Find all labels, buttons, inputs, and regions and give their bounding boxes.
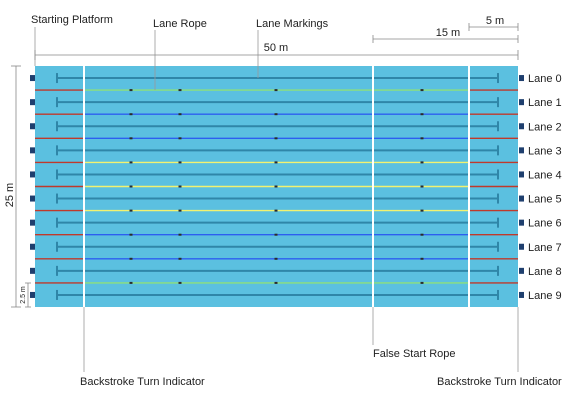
rope-float xyxy=(420,233,424,236)
lane-labels: Lane 0 Lane 1 Lane 2 Lane 3 Lane 4 Lane 5 Lane… xyxy=(528,73,562,302)
starting-platform-right xyxy=(519,195,524,202)
lane-rope-label: Lane Rope xyxy=(153,18,207,30)
starting-platform-right xyxy=(519,243,524,250)
lane-label: Lane 2 xyxy=(528,121,562,133)
lane-label: Lane 6 xyxy=(528,218,562,230)
lane-ropes xyxy=(35,89,518,284)
rope-float xyxy=(178,137,182,140)
rope-float xyxy=(274,233,278,236)
starting-platform-right xyxy=(519,123,524,130)
starting-platform-left xyxy=(30,219,35,226)
lane-label: Lane 5 xyxy=(528,194,562,206)
dimension-25m-label: 25 m xyxy=(4,183,16,207)
starting-platform-left xyxy=(30,267,35,274)
starting-platform-right xyxy=(519,267,524,274)
rope-float xyxy=(129,209,133,212)
starting-platform-right xyxy=(519,171,524,178)
dimension-2-5m-label: 2.5 m xyxy=(20,286,27,304)
starting-platform-right xyxy=(519,99,524,106)
rope-float xyxy=(420,137,424,140)
rope-float xyxy=(274,137,278,140)
lane-markings-group xyxy=(56,73,499,300)
rope-float xyxy=(274,281,278,284)
rope-float xyxy=(129,185,133,188)
starting-platform-label: Starting Platform xyxy=(31,14,113,26)
rope-float xyxy=(420,161,424,164)
rope-float xyxy=(274,185,278,188)
lane-markings-label: Lane Markings xyxy=(256,18,329,30)
backstroke-left-label: Backstroke Turn Indicator xyxy=(80,376,205,388)
rope-float xyxy=(274,257,278,260)
rope-float xyxy=(274,113,278,116)
starting-platform-right xyxy=(519,291,524,298)
rope-float xyxy=(129,233,133,236)
rope-float xyxy=(129,113,133,116)
starting-platform-left xyxy=(30,75,35,82)
starting-platform-left xyxy=(30,147,35,154)
starting-platform-right xyxy=(519,147,524,154)
starting-platform-left xyxy=(30,243,35,250)
rope-float xyxy=(178,209,182,212)
dimension-50m-label: 50 m xyxy=(264,42,288,54)
rope-float xyxy=(129,257,133,260)
rope-float xyxy=(178,89,182,92)
lane-label: Lane 9 xyxy=(528,290,562,302)
rope-float xyxy=(129,89,133,92)
rope-float xyxy=(129,137,133,140)
dimension-50m xyxy=(34,50,519,60)
false-start-rope-label: False Start Rope xyxy=(373,348,456,360)
rope-float xyxy=(178,161,182,164)
lane-label: Lane 4 xyxy=(528,169,562,181)
starting-platform-left xyxy=(30,171,35,178)
lane-label: Lane 8 xyxy=(528,266,562,278)
dimension-2-5m xyxy=(25,282,31,308)
lane-label: Lane 0 xyxy=(528,73,562,85)
starting-platform-left xyxy=(30,195,35,202)
rope-float xyxy=(178,257,182,260)
starting-platform-right xyxy=(519,75,524,82)
starting-platform-right xyxy=(519,219,524,226)
rope-float xyxy=(178,233,182,236)
rope-float xyxy=(420,89,424,92)
rope-float xyxy=(274,209,278,212)
starting-platform-left xyxy=(30,99,35,106)
dimension-5m xyxy=(468,23,519,31)
dimension-5m-label: 5 m xyxy=(486,15,504,27)
rope-float xyxy=(420,281,424,284)
lane-label: Lane 3 xyxy=(528,145,562,157)
rope-float xyxy=(178,113,182,116)
dimension-25m xyxy=(11,65,21,308)
rope-float xyxy=(274,89,278,92)
rope-float xyxy=(420,257,424,260)
rope-float xyxy=(178,185,182,188)
lane-label: Lane 1 xyxy=(528,97,562,109)
rope-float xyxy=(129,161,133,164)
starting-platform-left xyxy=(30,291,35,298)
rope-float xyxy=(420,185,424,188)
starting-platforms xyxy=(30,75,524,298)
lane-label: Lane 7 xyxy=(528,242,562,254)
dimension-15m-label: 15 m xyxy=(436,27,460,39)
rope-float xyxy=(420,209,424,212)
rope-float xyxy=(129,281,133,284)
rope-float xyxy=(274,161,278,164)
rope-float xyxy=(420,113,424,116)
starting-platform-left xyxy=(30,123,35,130)
rope-float xyxy=(178,281,182,284)
dimension-15m xyxy=(372,35,519,43)
backstroke-right-label: Backstroke Turn Indicator xyxy=(437,376,562,388)
